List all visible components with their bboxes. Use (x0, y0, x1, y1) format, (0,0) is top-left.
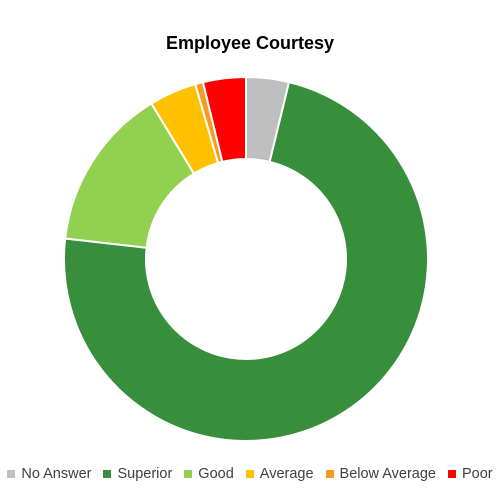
legend-item-good: Good (184, 466, 234, 482)
donut-slice-superior (63, 80, 429, 442)
legend-label: Superior (117, 466, 173, 482)
legend-item-poor: Poor (448, 466, 493, 482)
legend-label: Below Average (339, 466, 436, 482)
chart-legend: No Answer Superior Good Average Below Averag… (0, 466, 500, 482)
legend-label: No Answer (21, 466, 92, 482)
legend-swatch (184, 470, 193, 478)
legend-swatch (7, 470, 16, 478)
donut-slice-poor (201, 75, 247, 164)
chart-title: Employee Courtesy (165, 33, 335, 53)
legend-item-no-answer: No Answer (7, 466, 91, 482)
legend-swatch (245, 470, 254, 478)
legend-item-below-average: Below Average (325, 466, 436, 482)
legend-swatch (325, 470, 334, 478)
legend-swatch (103, 470, 112, 478)
legend-item-average: Average (245, 466, 314, 482)
legend-label: Good (198, 466, 234, 482)
legend-item-superior: Superior (103, 466, 172, 482)
legend-label: Average (259, 466, 314, 482)
legend-label: Poor (462, 466, 493, 482)
legend-swatch (448, 470, 456, 478)
